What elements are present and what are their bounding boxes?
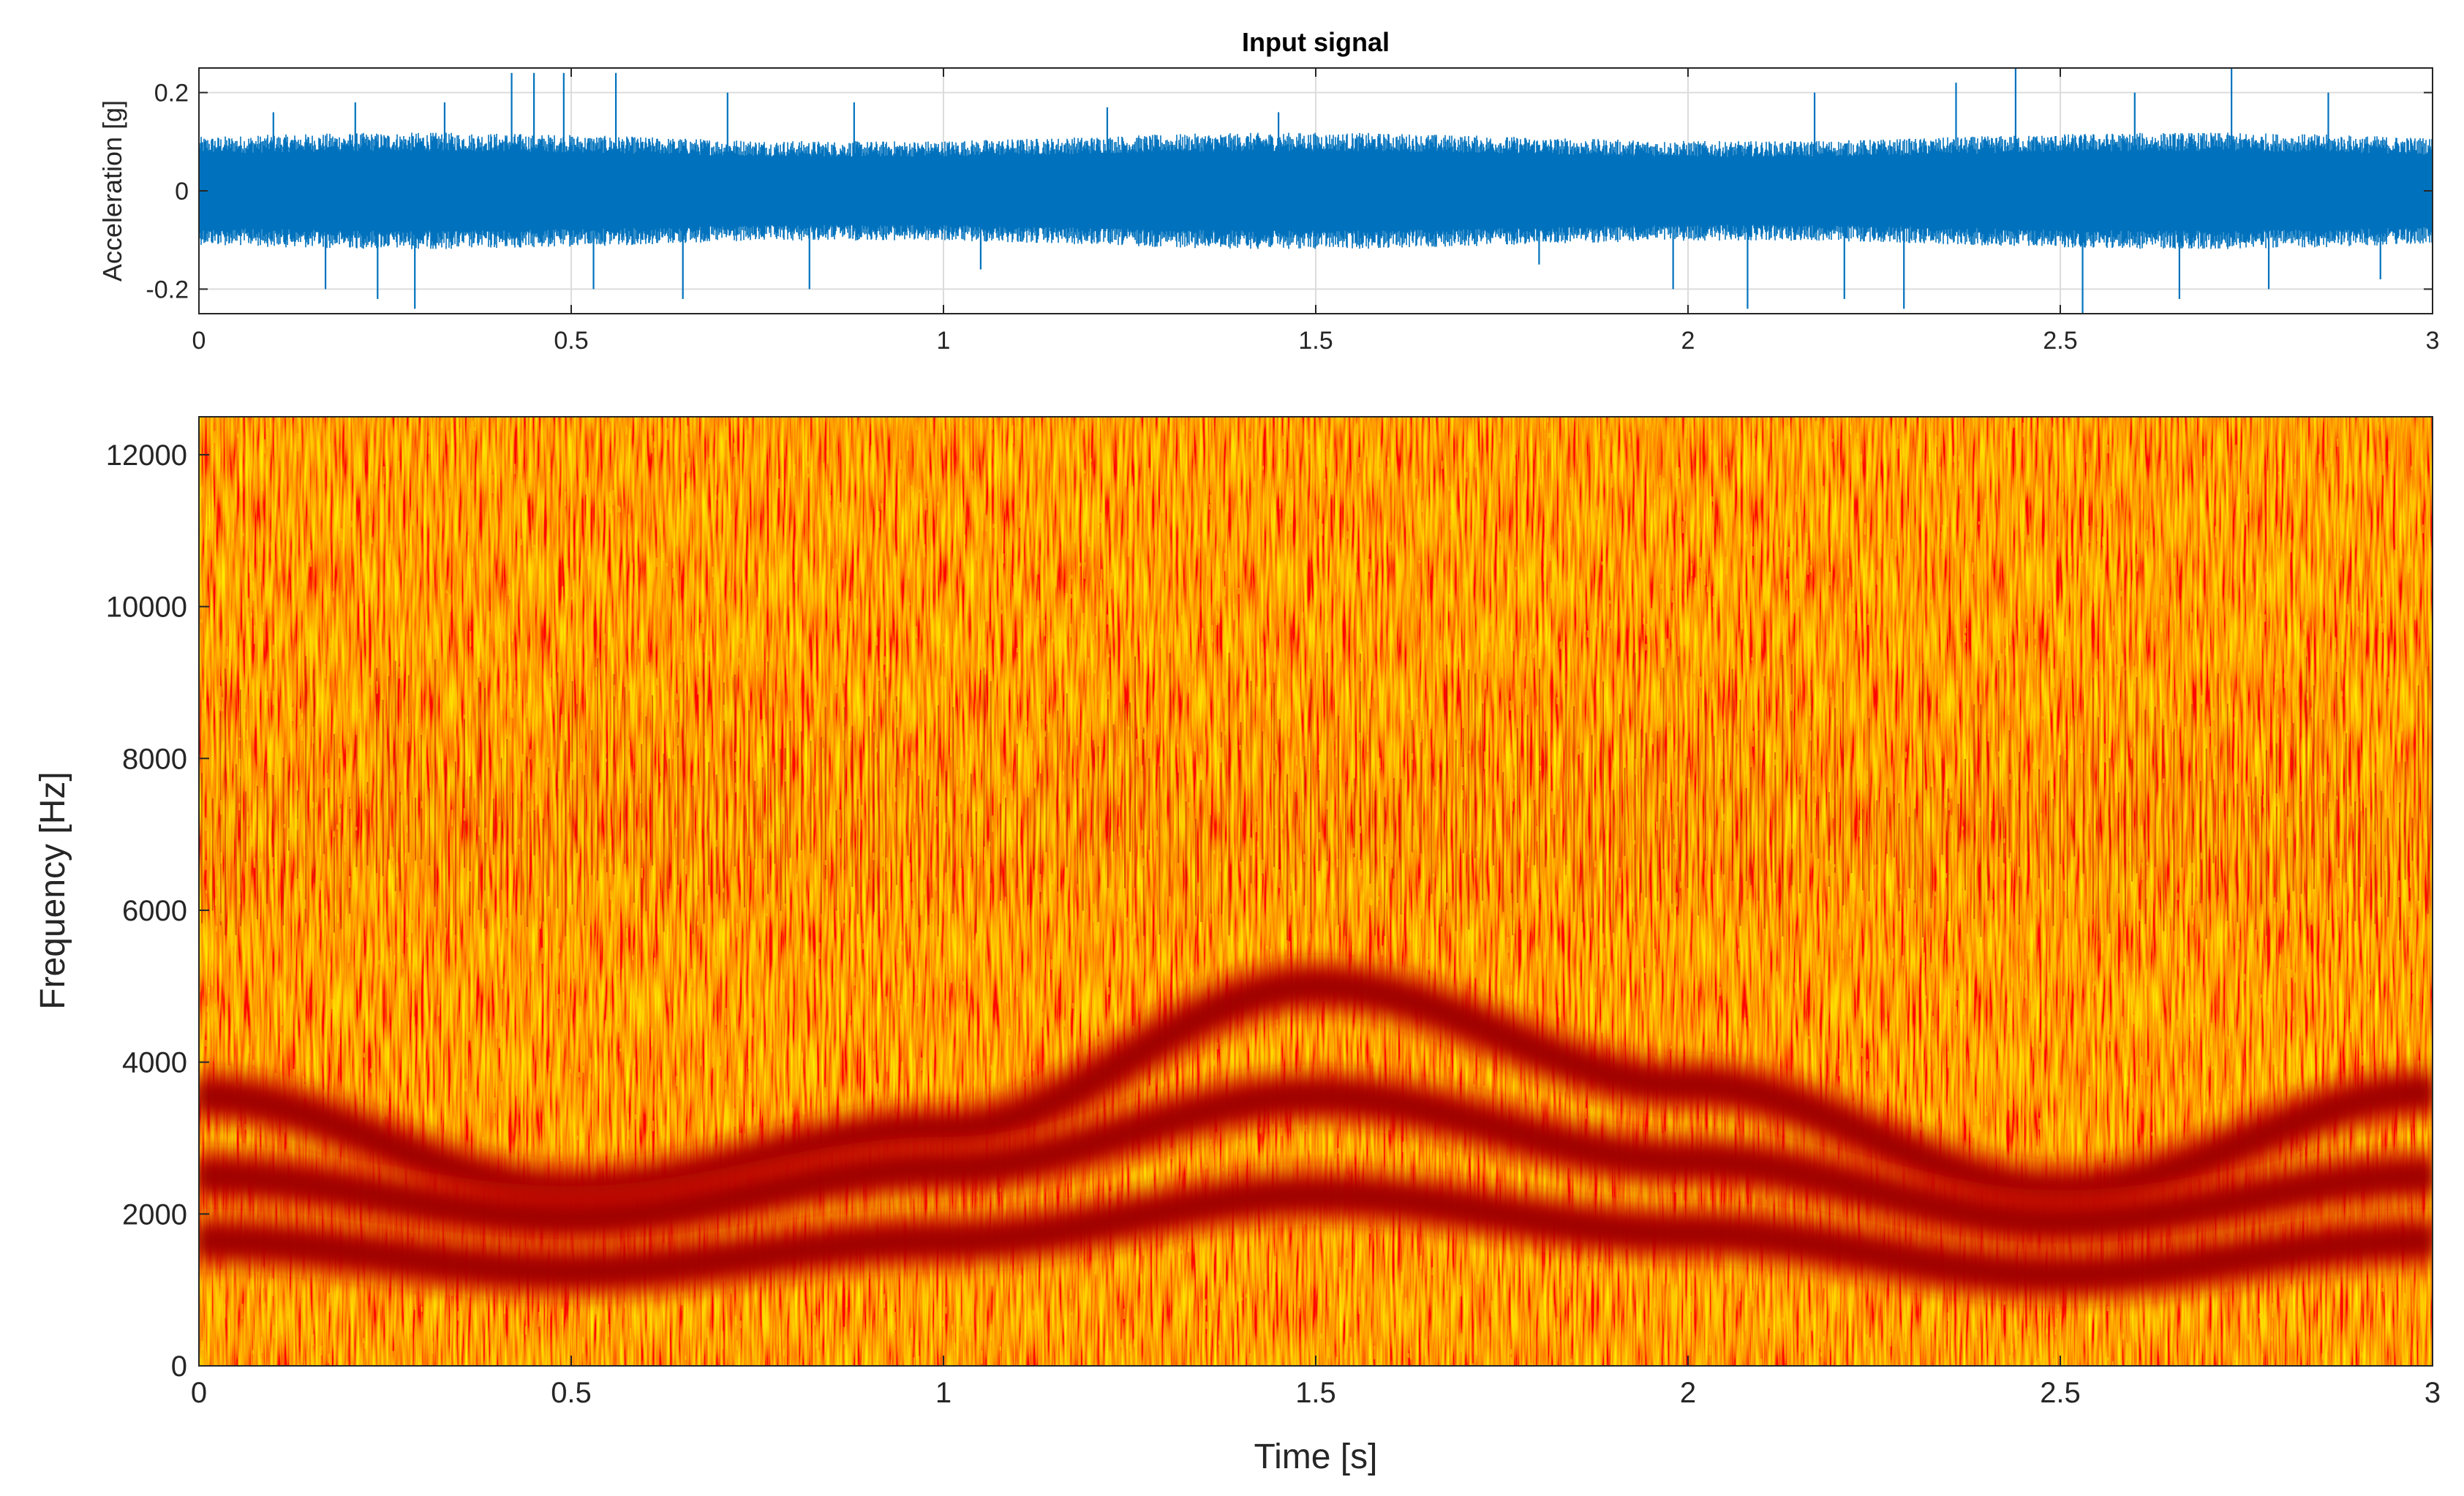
spectrogram-x-tick-label: 3 (2425, 1377, 2441, 1409)
signal-series-line (199, 68, 2433, 314)
signal-x-tick-label: 1.5 (1298, 327, 1333, 355)
spectrogram-x-tick-label: 1 (935, 1377, 952, 1409)
spectrogram-y-tick-label: 12000 (106, 439, 187, 472)
signal-x-tick-label: 1 (937, 327, 951, 355)
signal-x-ticks: 0 0.5 1 1.5 2 2.5 3 (192, 68, 2440, 355)
signal-x-tick-label: 3 (2426, 327, 2440, 355)
signal-waveform (199, 132, 2433, 249)
signal-y-tick-label: 0.2 (154, 80, 189, 107)
spectrogram-x-tick-label: 2 (1680, 1377, 1696, 1409)
spectrogram-y-tick-label: 4000 (122, 1047, 187, 1079)
harmonic-band-core (199, 1188, 2433, 1282)
spectrogram-y-tick-label: 10000 (106, 592, 187, 624)
signal-x-tick-label: 2.5 (2043, 327, 2077, 355)
spectrogram-x-tick-label: 2.5 (2040, 1377, 2081, 1409)
spectrogram-x-tick-label: 0 (191, 1377, 207, 1409)
harmonic-band-core (199, 1089, 2433, 1228)
spectrogram-y-tick-label: 0 (171, 1350, 187, 1383)
signal-y-ticks: -0.2 0 0.2 (146, 80, 2433, 303)
spectrogram-y-ticks: 0 2000 4000 6000 8000 10000 12000 (106, 439, 209, 1383)
spectrogram-x-axis-label: Time [s] (1254, 1438, 1378, 1476)
signal-y-tick-label: 0 (175, 178, 189, 205)
spectrogram-axes: 0 0.5 1 1.5 2 2.5 3 0 2000 4000 6000 8000 10000 1200… (34, 416, 2441, 1476)
signal-y-axis-label: Acceleration [g] (97, 100, 127, 282)
spectrogram-y-tick-label: 6000 (122, 895, 187, 927)
spectrogram-y-tick-label: 8000 (122, 743, 187, 775)
spectrogram-bands (199, 954, 2433, 1307)
signal-title: Input signal (1242, 27, 1390, 57)
spectrogram-x-ticks: 0 0.5 1 1.5 2 2.5 3 (191, 1356, 2441, 1409)
spectrogram-x-tick-label: 1.5 (1295, 1377, 1336, 1409)
signal-y-tick-label: -0.2 (146, 276, 189, 303)
spectrogram-stripe-lines (201, 652, 2429, 941)
signal-axes: 0 0.5 1 1.5 2 2.5 3 -0.200.2 Input signal Acce… (97, 27, 2439, 355)
spectrogram-y-axis-label: Frequency [Hz] (34, 771, 72, 1009)
spectrogram-x-tick-label: 0.5 (551, 1377, 592, 1409)
signal-x-tick-label: 0 (192, 327, 206, 355)
signal-x-tick-label: 0.5 (554, 327, 588, 355)
signal-x-tick-label: 2 (1681, 327, 1695, 355)
spectrogram-y-tick-label: 2000 (122, 1198, 187, 1231)
